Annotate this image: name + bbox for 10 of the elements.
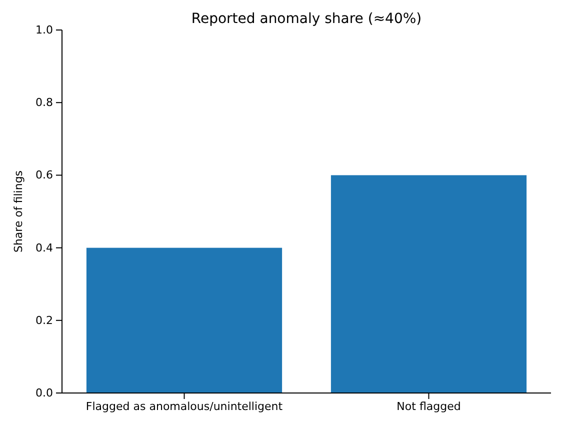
- y-tick-label: 1.0: [36, 24, 53, 37]
- chart-title: Reported anomaly share (≈40%): [191, 11, 422, 27]
- y-tick-label: 0.4: [36, 241, 53, 254]
- y-tick-label: 0.6: [36, 168, 53, 182]
- y-tick-label: 0.2: [36, 314, 53, 327]
- x-tick-label: Flagged as anomalous/unintelligent: [86, 400, 284, 413]
- y-tick-label: 0.0: [36, 386, 53, 400]
- y-axis-title: Share of filings: [12, 170, 25, 253]
- x-tick-label: Not flagged: [396, 400, 461, 413]
- y-tick-label: 0.8: [36, 96, 53, 110]
